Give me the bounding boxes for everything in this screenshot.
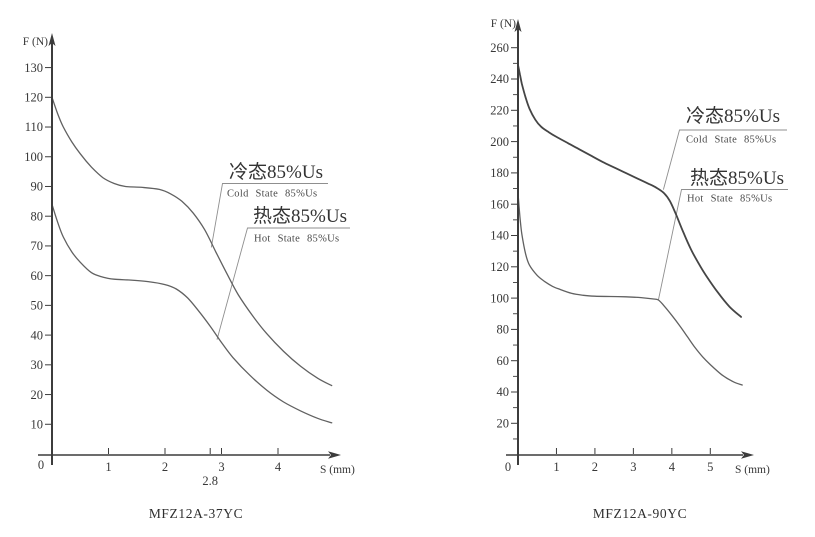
x-tick-label: 3 (630, 460, 636, 474)
y-tick-label: 40 (31, 328, 44, 342)
chart-mfz12a-37yc: 冷态85%Us Cold State 85%Us 热态85%Us Hot State … (23, 33, 355, 488)
callout-label-en-cold: Cold State 85%Us (227, 189, 317, 200)
x-sub-tick-label: 2.8 (202, 474, 218, 488)
x-tick-label: 2 (162, 460, 168, 474)
y-tick-label: 60 (31, 269, 44, 283)
x-tick-label: 1 (105, 460, 111, 474)
x-tick-label: 2 (592, 460, 598, 474)
y-tick-label: 100 (24, 150, 43, 164)
y-tick-label: 60 (497, 354, 510, 368)
callout-label-zh-hot: 热态85%Us (253, 205, 347, 227)
curve-cold (51, 96, 333, 387)
y-tick-label: 20 (497, 417, 510, 431)
callout-leader-hot (216, 227, 350, 340)
callout-leader-cold (662, 129, 787, 190)
callout-label-zh-cold: 冷态85%Us (229, 161, 323, 183)
y-tick-label: 120 (24, 91, 43, 105)
y-tick-label: 70 (31, 239, 44, 253)
curve-hot (517, 192, 743, 386)
x-tick-label: 4 (275, 460, 282, 474)
y-axis-label: F (N) (23, 36, 48, 48)
y-tick-label: 140 (490, 229, 509, 243)
y-tick-label: 80 (497, 323, 510, 337)
callout-leader-hot (657, 189, 788, 301)
x-axis-arrow (741, 451, 754, 459)
x-tick-label: 5 (707, 460, 713, 474)
y-tick-label: 90 (31, 180, 44, 194)
callout-label-en-hot: Hot State 85%Us (687, 194, 772, 205)
y-tick-label: 10 (31, 417, 44, 431)
y-tick-label: 50 (31, 299, 44, 313)
y-axis-arrow (514, 19, 522, 32)
callout-label-zh-hot: 热态85%Us (690, 167, 784, 189)
origin-label: 0 (505, 460, 511, 474)
y-tick-label: 220 (490, 104, 509, 118)
y-tick-label: 20 (31, 388, 44, 402)
x-tick-label: 1 (553, 460, 559, 474)
origin-label: 0 (38, 458, 44, 472)
curve-hot (51, 203, 333, 424)
curve-cold (517, 64, 742, 318)
y-tick-label: 80 (31, 209, 44, 223)
y-tick-label: 40 (497, 385, 510, 399)
y-tick-label: 100 (490, 291, 509, 305)
x-axis-label: S (mm) (320, 464, 355, 476)
y-axis-arrow (48, 33, 56, 46)
x-axis-arrow (328, 451, 341, 459)
chart-mfz12a-90yc: 冷态85%Us Cold State 85%Us 热态85%Us Hot State … (490, 18, 788, 476)
y-tick-label: 240 (490, 72, 509, 86)
y-tick-label: 110 (25, 120, 43, 134)
y-tick-label: 30 (31, 358, 44, 372)
y-tick-label: 260 (490, 41, 509, 55)
x-tick-label: 3 (218, 460, 224, 474)
chart-title-mfz12a-90yc: MFZ12A-90YC (592, 506, 688, 521)
y-tick-label: 120 (490, 260, 509, 274)
callout-label-en-hot: Hot State 85%Us (254, 234, 339, 245)
y-tick-label: 180 (490, 166, 509, 180)
callout-label-zh-cold: 冷态85%Us (686, 105, 780, 127)
x-tick-label: 4 (669, 460, 676, 474)
callout-label-en-cold: Cold State 85%Us (686, 135, 776, 146)
y-axis-label: F (N) (491, 18, 516, 30)
y-tick-label: 200 (490, 135, 509, 149)
y-tick-label: 160 (490, 197, 509, 211)
callout-leader-cold (210, 183, 328, 248)
x-axis-label: S (mm) (735, 464, 770, 476)
chart-title-mfz12a-37yc: MFZ12A-37YC (148, 506, 244, 521)
y-tick-label: 130 (24, 61, 43, 75)
